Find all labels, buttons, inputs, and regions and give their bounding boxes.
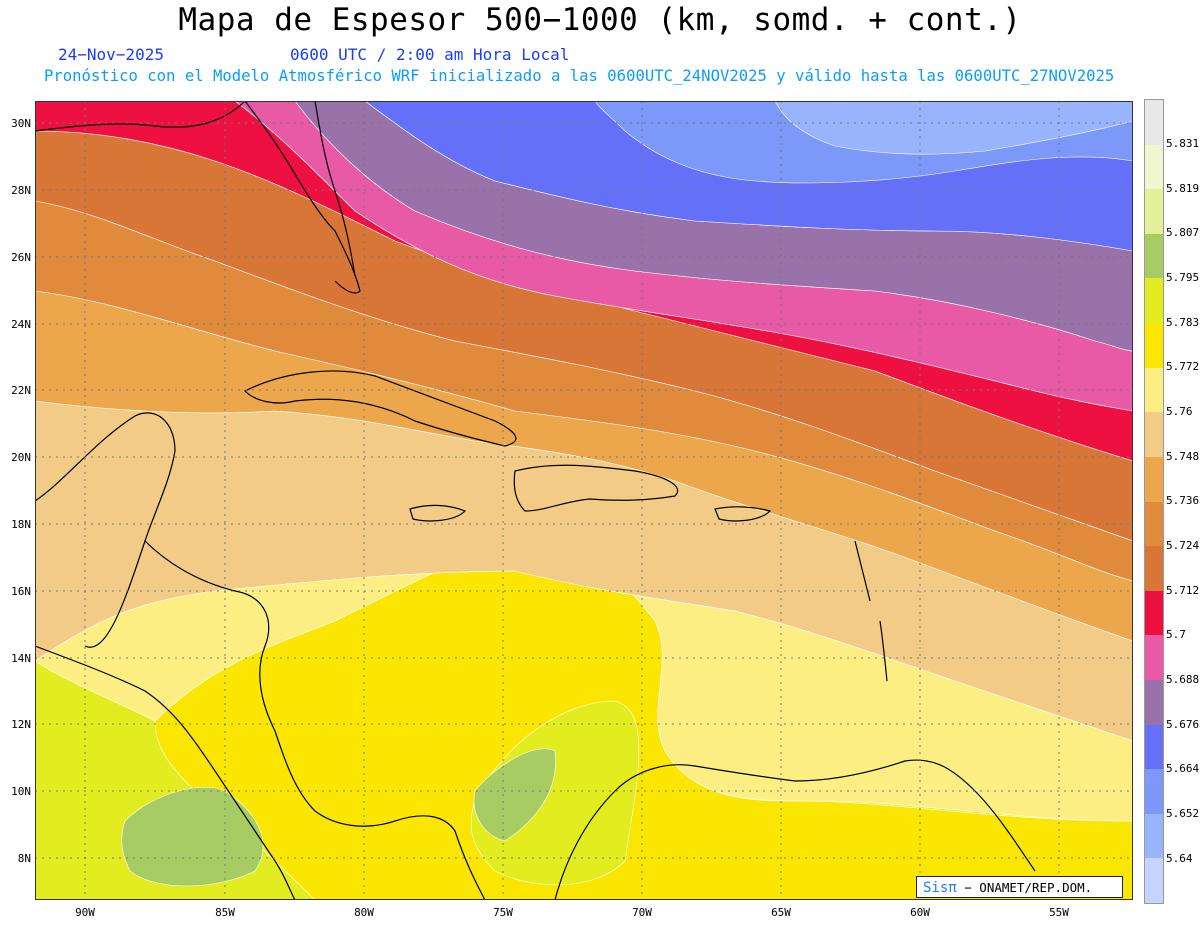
band-5783-pocket (470, 700, 640, 886)
legend-swatch (1145, 635, 1163, 681)
legend-label: 5.772 (1166, 360, 1200, 373)
legend-swatch (1145, 501, 1163, 547)
band-5795 (121, 786, 264, 887)
legend-label: 5.652 (1166, 807, 1200, 820)
legend-label: 5.736 (1166, 494, 1200, 507)
lat-label-10n: 10N (11, 785, 31, 798)
coastlines (35, 101, 1036, 900)
legend-swatch (1145, 278, 1163, 324)
lat-lon-grid (35, 101, 1133, 900)
legend-label: 5.831 (1166, 137, 1200, 150)
legend-swatch (1145, 590, 1163, 636)
lat-label-28n: 28N (11, 184, 31, 197)
legend-swatch (1145, 233, 1163, 279)
legend-label: 5.664 (1166, 762, 1200, 775)
legend-label: 5.64 (1166, 852, 1193, 865)
legend-label: 5.676 (1166, 718, 1200, 731)
legend-swatch (1145, 456, 1163, 502)
legend-label: 5.783 (1166, 316, 1200, 329)
sispi-logo: Sisπ (923, 880, 957, 896)
legend-swatch (1145, 858, 1163, 904)
credit-text: − ONAMET/REP.DOM. (964, 880, 1093, 895)
legend-label: 5.748 (1166, 450, 1200, 463)
thickness-map (35, 101, 1133, 900)
legend-label: 5.724 (1166, 539, 1200, 552)
lon-label-75w: 75W (493, 906, 513, 919)
band-5640 (774, 101, 1133, 155)
lat-label-14n: 14N (11, 652, 31, 665)
lon-label-80w: 80W (354, 906, 374, 919)
legend-swatch (1145, 724, 1163, 770)
legend-swatch (1145, 189, 1163, 235)
model-description: Pronóstico con el Modelo Atmosférico WRF… (44, 67, 1115, 85)
lon-label-60w: 60W (910, 906, 930, 919)
lon-label-55w: 55W (1049, 906, 1069, 919)
legend-swatch (1145, 546, 1163, 592)
forecast-time: 0600 UTC / 2:00 am Hora Local (290, 45, 570, 64)
lat-label-12n: 12N (11, 718, 31, 731)
lat-label-8n: 8N (17, 852, 31, 865)
lat-label-18n: 18N (11, 518, 31, 531)
legend-swatch (1145, 144, 1163, 190)
legend-swatch (1145, 323, 1163, 369)
lon-label-65w: 65W (771, 906, 791, 919)
legend-swatch (1145, 769, 1163, 815)
lat-label-22n: 22N (11, 384, 31, 397)
lat-label-26n: 26N (11, 251, 31, 264)
legend-label: 5.795 (1166, 271, 1200, 284)
legend-swatch (1145, 367, 1163, 413)
lat-label-30n: 30N (11, 117, 31, 130)
legend-swatch (1145, 412, 1163, 458)
legend-label: 5.7 (1166, 628, 1186, 641)
legend-label: 5.688 (1166, 673, 1200, 686)
lon-label-90w: 90W (75, 906, 95, 919)
legend-swatch (1145, 100, 1163, 146)
legend-label: 5.807 (1166, 226, 1200, 239)
lat-label-20n: 20N (11, 451, 31, 464)
lon-label-70w: 70W (632, 906, 652, 919)
legend-swatch (1145, 679, 1163, 726)
legend-label: 5.76 (1166, 405, 1193, 418)
map-title: Mapa de Espesor 500−1000 (km, somd. + co… (178, 2, 1022, 38)
band-5795-b (473, 748, 556, 842)
credit-box: Sisπ − ONAMET/REP.DOM. (916, 876, 1123, 898)
color-scale-bar (1144, 99, 1164, 904)
legend-label: 5.712 (1166, 584, 1200, 597)
forecast-date: 24−Nov−2025 (58, 45, 164, 64)
legend-swatch (1145, 813, 1163, 859)
lon-label-85w: 85W (215, 906, 235, 919)
legend-label: 5.819 (1166, 182, 1200, 195)
lat-label-24n: 24N (11, 318, 31, 331)
lat-label-16n: 16N (11, 585, 31, 598)
